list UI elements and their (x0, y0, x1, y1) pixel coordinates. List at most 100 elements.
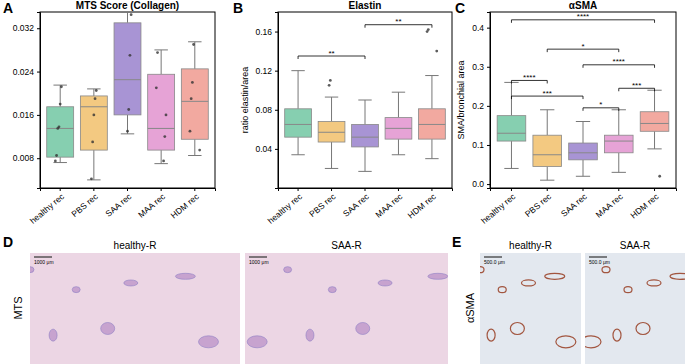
panel-letter: C (455, 0, 465, 16)
scale-bar (249, 256, 267, 257)
data-point (58, 125, 61, 128)
tissue-structure (356, 322, 370, 334)
tick-label: HDM rec (628, 191, 661, 221)
y-tick: 0.1 (472, 140, 490, 150)
box-body (604, 135, 633, 153)
whisker (618, 110, 619, 135)
whisker-cap (325, 168, 338, 169)
box (352, 100, 379, 171)
y-tick: 0.2 (472, 101, 490, 111)
whisker (194, 42, 195, 69)
box-body (533, 135, 562, 166)
tissue-structure (613, 329, 621, 341)
data-point (189, 130, 192, 133)
x-tick: SAA rec (103, 188, 134, 219)
tick-label: PBS rec (69, 191, 100, 219)
whisker (431, 76, 432, 109)
tick-label: 0.16 (255, 27, 272, 37)
data-point (156, 51, 159, 54)
significance-label: * (581, 42, 584, 51)
significance-label: **** (613, 57, 625, 66)
x-tick: MAA rec (136, 188, 168, 220)
whisker (365, 147, 366, 171)
image-title: healthy-R (509, 240, 552, 251)
tissue-structure (480, 267, 484, 273)
panel-letter: E (452, 234, 461, 250)
whisker-cap (121, 12, 134, 13)
outlier (329, 79, 332, 82)
box-body (80, 96, 107, 150)
image-background (585, 253, 685, 364)
median (148, 128, 175, 129)
median (419, 124, 446, 125)
whisker (60, 157, 61, 162)
significance-label: *** (632, 81, 641, 90)
tissue-structure (585, 336, 601, 348)
data-point (91, 141, 94, 144)
whisker-cap (154, 49, 167, 50)
whisker (547, 110, 548, 135)
whisker (298, 137, 299, 155)
plot-frame (278, 12, 452, 188)
x-tick: SAA rec (559, 188, 590, 219)
axis-line (491, 189, 677, 192)
whisker (365, 100, 366, 124)
whisker-cap (121, 133, 134, 134)
micrograph: 500.0 μmhealthy-R (476, 240, 581, 364)
median (80, 106, 107, 107)
x-tick: HDM rec (406, 188, 439, 221)
tissue-structure (647, 280, 661, 286)
whisker (127, 115, 128, 134)
tick-label: PBS rec (307, 191, 338, 219)
box-body (497, 116, 526, 141)
panel-2: CαSMASMA/bronchial area0.00.10.20.30.4he… (455, 0, 677, 226)
panel-letter: B (233, 0, 243, 16)
panel-0: AMTS Score (Collagen)0.0080.0160.0240.03… (3, 0, 216, 226)
box (114, 12, 141, 134)
tissue-structure (306, 329, 314, 341)
whisker-cap (291, 70, 304, 71)
tick-label: 0.08 (255, 105, 272, 115)
tissue-structure (72, 287, 80, 293)
x-tick: healthy rec (28, 188, 67, 226)
box-body (385, 118, 412, 140)
box-body (181, 69, 208, 139)
x-tick: SAA rec (341, 188, 372, 219)
x-tick: HDM rec (628, 188, 661, 221)
y-tick: 0.08 (255, 105, 278, 115)
image-title: SAA-R (620, 240, 651, 251)
tissue-structure (545, 273, 565, 279)
median (385, 128, 412, 129)
y-tick: 0.04 (255, 144, 278, 154)
whisker-cap (291, 154, 304, 155)
tick-label: 0.024 (13, 67, 35, 77)
data-point (162, 160, 165, 163)
box-body (419, 109, 446, 139)
whisker (161, 150, 162, 164)
stain-label: αSMA (464, 292, 476, 323)
data-point (198, 149, 201, 152)
whisker-cap (358, 100, 371, 101)
image-background (30, 253, 240, 364)
data-point (192, 43, 195, 46)
tick-label: healthy rec (479, 191, 518, 226)
outlier (427, 28, 430, 31)
whisker-cap (612, 172, 626, 173)
y-axis: 0.0080.0160.0240.032 (13, 13, 41, 189)
scale-bar-label: 1000 μm (249, 259, 269, 265)
median (114, 79, 141, 80)
whisker (547, 166, 548, 180)
significance-label: ** (395, 17, 401, 26)
data-point (90, 177, 93, 180)
box (80, 89, 107, 180)
data-point (55, 154, 58, 157)
stain-label: MTS (12, 296, 24, 319)
box-body (352, 124, 379, 146)
whisker (654, 131, 655, 149)
box (533, 110, 562, 180)
tick-label: HDM rec (169, 191, 202, 221)
tissue-structure (30, 267, 34, 273)
tick-label: HDM rec (406, 191, 439, 221)
tick-label: 0.3 (472, 62, 484, 72)
micrograph: 1000 μmSAA-R (245, 240, 448, 364)
